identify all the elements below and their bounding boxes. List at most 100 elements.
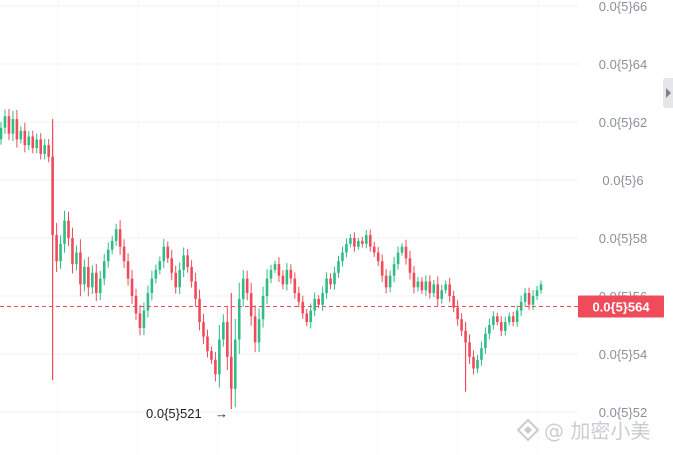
candle-body [301, 301, 305, 314]
candle-body [452, 296, 455, 308]
candle-body [305, 313, 309, 323]
candle-body [357, 240, 360, 247]
diamond-logo-icon [516, 418, 540, 442]
candle-body [388, 275, 392, 288]
candle-body [507, 316, 511, 323]
candle-body [15, 119, 19, 140]
candle-body [190, 267, 193, 282]
candle-body [408, 258, 412, 273]
candle-body [492, 316, 495, 325]
candle-body [245, 278, 249, 294]
candle-body [83, 267, 86, 285]
candle-body [515, 310, 519, 323]
candle-body [444, 284, 448, 291]
candle-body [166, 246, 170, 259]
y-tick-label: 0.0{5}6 [602, 173, 643, 188]
watermark-text: @ 加密小美 [544, 419, 650, 443]
candle-body [285, 269, 289, 285]
candle-body [416, 281, 420, 288]
scroll-right-handle[interactable] [663, 78, 673, 108]
candle-body [206, 336, 209, 352]
candle-body [527, 293, 531, 305]
candle-body [110, 240, 114, 250]
current-price-label: 0.0{5}564 [578, 295, 664, 318]
candle-body [7, 116, 11, 134]
candle-body [233, 339, 237, 389]
candle-body [178, 269, 181, 288]
candle-body [170, 258, 174, 273]
candle-body [94, 272, 98, 294]
candles [0, 108, 543, 410]
gridlines [0, 5, 578, 413]
candle-body [186, 255, 189, 267]
candle-body [432, 284, 436, 294]
candle-body [341, 252, 344, 262]
candle-body [118, 229, 122, 247]
candle-body [325, 278, 328, 294]
low-price-annotation: 0.0{5}521 [146, 406, 202, 421]
candle-body [130, 278, 134, 296]
candle-body [79, 252, 82, 285]
candle-body [269, 269, 273, 279]
candle-body [59, 243, 62, 262]
candle-body [456, 307, 459, 320]
candle-body [488, 325, 491, 334]
current-price-text: 0.0{5}564 [592, 299, 650, 314]
candle-body [281, 275, 285, 285]
candle-body [440, 290, 444, 299]
candle-body [424, 281, 428, 291]
candle-body [3, 116, 7, 128]
candle-body [511, 316, 515, 323]
y-tick-label: 0.0{5}62 [599, 115, 647, 130]
candle-body [476, 359, 479, 369]
candle-body [182, 255, 185, 270]
candle-body [468, 342, 471, 357]
candle-body [241, 278, 245, 299]
candle-body [484, 333, 487, 349]
candle-body [317, 298, 320, 305]
y-axis-ticks: 0.0{5}66 0.0{5}64 0.0{5}62 0.0{5}6 0.0{5}58 0… [599, 0, 647, 420]
candle-body [39, 139, 43, 154]
candle-body [404, 246, 408, 259]
y-tick-label: 0.0{5}52 [599, 405, 647, 420]
candle-body [162, 246, 166, 262]
candle-body [428, 281, 432, 294]
candle-body [67, 220, 70, 238]
candle-body [253, 316, 257, 343]
candle-body [249, 293, 253, 317]
candle-body [539, 284, 543, 291]
y-tick-label: 0.0{5}54 [599, 347, 647, 362]
candle-body [114, 229, 118, 241]
candle-body [313, 298, 316, 311]
candle-body [154, 269, 158, 279]
candle-body [226, 322, 229, 357]
watermark: @ 加密小美 [516, 418, 650, 443]
candle-body [297, 293, 301, 302]
candle-body [392, 264, 396, 276]
candle-body [11, 119, 15, 134]
candle-body [71, 238, 74, 265]
candle-body [333, 272, 336, 285]
candle-body [535, 290, 539, 296]
candle-body [47, 145, 50, 157]
candle-body [198, 298, 201, 323]
candle-body [75, 252, 78, 265]
candle-body [380, 261, 384, 276]
candle-body [261, 296, 265, 320]
candle-body [87, 267, 90, 288]
candle-body [122, 246, 126, 262]
candle-body [27, 136, 31, 146]
candle-body [257, 319, 261, 343]
candle-body [396, 252, 400, 265]
candle-body [376, 252, 380, 262]
candle-body [364, 235, 368, 244]
candle-body [361, 240, 364, 244]
candle-body [142, 310, 146, 328]
candle-body [372, 246, 376, 253]
candle-body [400, 246, 404, 253]
y-tick-label: 0.0{5}64 [599, 57, 647, 72]
candle-body [202, 322, 205, 337]
candle-body [349, 238, 352, 244]
